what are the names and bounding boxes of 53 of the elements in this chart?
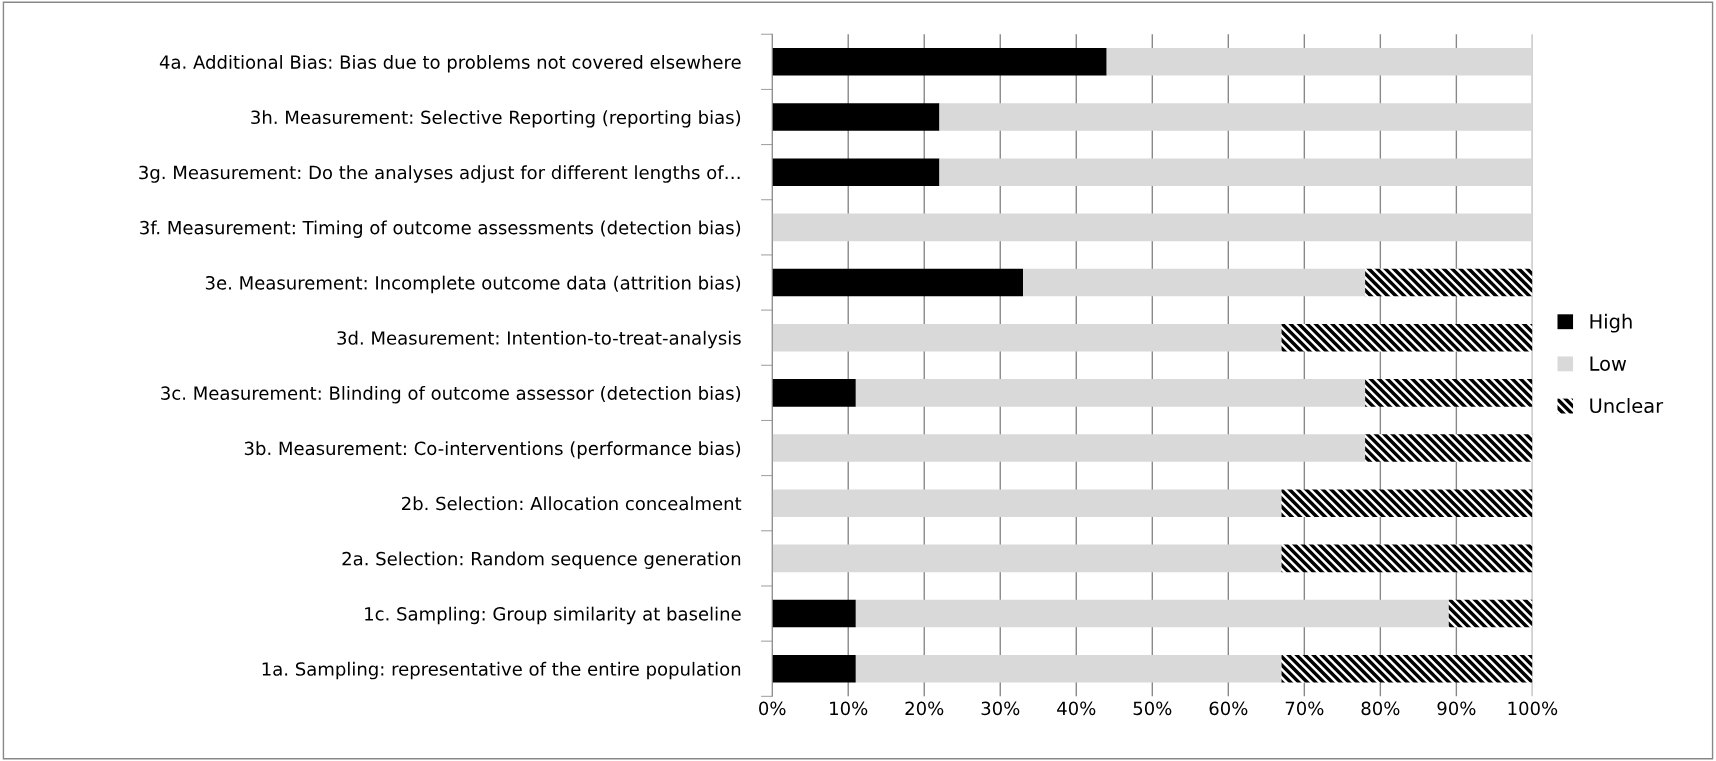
y-tick-label: 3e. Measurement: Incomplete outcome data (attrition bias) xyxy=(205,275,741,294)
legend-label: Unclear xyxy=(1590,398,1664,414)
y-tick-label: 3g. Measurement: Do the analyses adjust for different lengths of… xyxy=(139,165,740,183)
x-tick-label: 0% xyxy=(759,701,786,716)
bar xyxy=(1023,268,1366,297)
bar xyxy=(1365,434,1533,462)
bar xyxy=(1281,323,1533,352)
legend-label: Low xyxy=(1590,356,1627,371)
bar xyxy=(939,103,1533,131)
y-tick-label: 1c. Sampling: Group similarity at baseline xyxy=(365,606,741,625)
bar xyxy=(1106,48,1533,76)
bar xyxy=(1365,379,1533,407)
x-tick-label: 40% xyxy=(1057,701,1096,716)
bar xyxy=(772,434,1366,462)
bar xyxy=(1448,599,1533,628)
bar xyxy=(772,544,1282,573)
bar xyxy=(772,48,1107,76)
bar xyxy=(772,654,856,683)
x-tick-label: 60% xyxy=(1209,701,1248,716)
y-tick-label: 3c. Measurement: Blinding of outcome assessor (detection bias) xyxy=(161,386,741,404)
bar xyxy=(1281,544,1533,573)
bar xyxy=(855,599,1449,628)
bar xyxy=(772,103,940,131)
bar xyxy=(855,379,1366,407)
y-tick-label: 2a. Selection: Random sequence generation xyxy=(342,551,741,569)
x-tick-label: 90% xyxy=(1437,701,1476,716)
y-tick-label: 3f. Measurement: Timing of outcome assessments (detection bias) xyxy=(140,220,741,238)
bar xyxy=(772,268,1024,297)
legend-label: High xyxy=(1590,313,1632,333)
y-tick-label: 1a. Sampling: representative of the entire population xyxy=(262,661,741,680)
y-tick-label: 3h. Measurement: Selective Reporting (reporting bias) xyxy=(251,110,741,128)
y-tick-label: 4a. Additional Bias: Bias due to problems not covered elsewhere xyxy=(159,54,741,73)
bar xyxy=(939,158,1533,186)
y-tick-label: 2b. Selection: Allocation concealment xyxy=(402,496,742,511)
bar xyxy=(772,599,856,628)
x-tick-label: 70% xyxy=(1285,701,1324,716)
bar xyxy=(772,323,1282,352)
bar xyxy=(772,213,1533,242)
bar xyxy=(772,158,940,186)
x-tick-label: 100% xyxy=(1508,701,1558,716)
x-tick-label: 80% xyxy=(1361,701,1400,716)
y-tick-label: 3d. Measurement: Intention-to-treat-analysis xyxy=(337,330,741,349)
y-tick-label: 3b. Measurement: Co-interventions (performance bias) xyxy=(244,441,741,459)
bar xyxy=(1365,268,1533,297)
x-tick-label: 30% xyxy=(981,701,1020,716)
bar xyxy=(1281,489,1533,517)
bar xyxy=(772,489,1282,517)
x-tick-label: 20% xyxy=(905,701,944,716)
bar xyxy=(772,379,856,407)
bar xyxy=(1281,654,1533,683)
bar xyxy=(855,654,1282,683)
x-tick-label: 10% xyxy=(830,701,868,716)
x-tick-label: 50% xyxy=(1133,701,1172,716)
